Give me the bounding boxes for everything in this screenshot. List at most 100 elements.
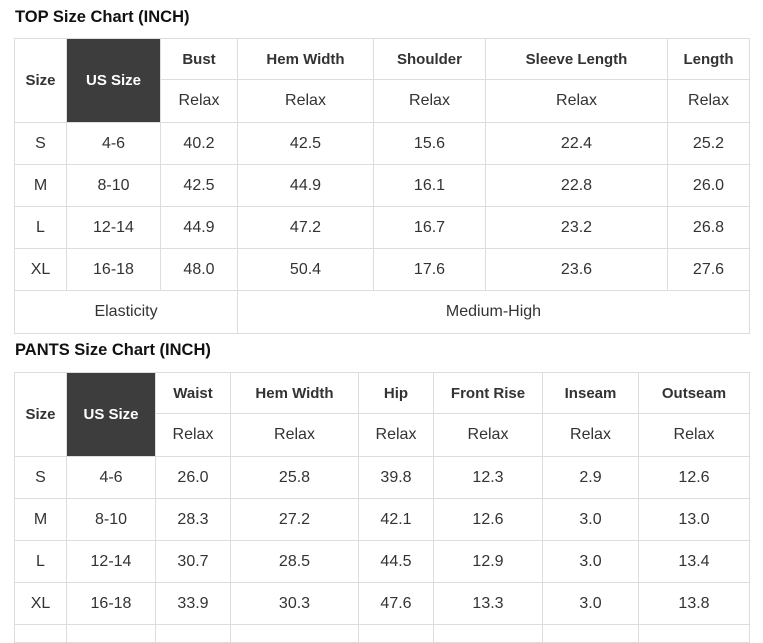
fit-type-cell: Relax xyxy=(155,413,231,457)
pants-header-row: Size US Size Waist Hem Width Hip Front R… xyxy=(14,372,750,457)
value-cell: 30.3 xyxy=(230,582,359,625)
col-header-bust: Bust xyxy=(160,38,238,80)
value-cell: 26.0 xyxy=(155,456,231,499)
elasticity-value-cell: Medium-High xyxy=(237,290,750,334)
top-size-table: Size US Size Bust Hem Width Shoulder Sle… xyxy=(14,38,750,334)
value-cell: 47.2 xyxy=(237,206,374,249)
value-cell: 13.3 xyxy=(433,582,543,625)
top-chart-title: TOP Size Chart (INCH) xyxy=(15,8,190,26)
value-cell: 22.4 xyxy=(485,122,668,165)
value-cell: 22.8 xyxy=(485,164,668,207)
value-cell: 3.0 xyxy=(542,498,639,541)
empty-cell xyxy=(14,624,67,643)
pants-row-m: M 8-10 28.3 27.2 42.1 12.6 3.0 13.0 xyxy=(14,498,750,541)
fit-type-cell: Relax xyxy=(230,413,359,457)
empty-cell xyxy=(66,624,156,643)
fit-type-cell: Relax xyxy=(237,79,374,123)
value-cell: 44.9 xyxy=(237,164,374,207)
top-row-l: L 12-14 44.9 47.2 16.7 23.2 26.8 xyxy=(14,206,750,249)
value-cell: 2.9 xyxy=(542,456,639,499)
value-cell: 33.9 xyxy=(155,582,231,625)
col-header-hem-width: Hem Width xyxy=(237,38,374,80)
value-cell: 25.8 xyxy=(230,456,359,499)
value-cell: 3.0 xyxy=(542,540,639,583)
value-cell: 13.4 xyxy=(638,540,750,583)
value-cell: 17.6 xyxy=(373,248,486,291)
us-size-col-header: US Size xyxy=(66,372,156,457)
value-cell: 50.4 xyxy=(237,248,374,291)
size-cell: S xyxy=(14,122,67,165)
value-cell: 23.6 xyxy=(485,248,668,291)
value-cell: 26.0 xyxy=(667,164,750,207)
value-cell: 39.8 xyxy=(358,456,434,499)
pants-size-table: Size US Size Waist Hem Width Hip Front R… xyxy=(14,372,750,643)
col-header-inseam: Inseam xyxy=(542,372,639,414)
value-cell: 27.2 xyxy=(230,498,359,541)
fit-type-cell: Relax xyxy=(433,413,543,457)
col-header-front-rise: Front Rise xyxy=(433,372,543,414)
value-cell: 12.3 xyxy=(433,456,543,499)
value-cell: 44.9 xyxy=(160,206,238,249)
col-header-shoulder: Shoulder xyxy=(373,38,486,80)
value-cell: 44.5 xyxy=(358,540,434,583)
fit-type-cell: Relax xyxy=(373,79,486,123)
empty-cell xyxy=(230,624,359,643)
us-size-cell: 12-14 xyxy=(66,206,161,249)
pants-clipped-row xyxy=(14,624,750,643)
pants-chart-title: PANTS Size Chart (INCH) xyxy=(15,341,211,359)
fit-type-cell: Relax xyxy=(667,79,750,123)
value-cell: 47.6 xyxy=(358,582,434,625)
top-header-row: Size US Size Bust Hem Width Shoulder Sle… xyxy=(14,38,750,123)
value-cell: 23.2 xyxy=(485,206,668,249)
size-cell: L xyxy=(14,540,67,583)
empty-cell xyxy=(155,624,231,643)
value-cell: 16.1 xyxy=(373,164,486,207)
value-cell: 27.6 xyxy=(667,248,750,291)
pants-row-xl: XL 16-18 33.9 30.3 47.6 13.3 3.0 13.8 xyxy=(14,582,750,625)
fit-type-cell: Relax xyxy=(638,413,750,457)
value-cell: 12.6 xyxy=(638,456,750,499)
top-row-m: M 8-10 42.5 44.9 16.1 22.8 26.0 xyxy=(14,164,750,207)
pants-fit-row: Relax Relax Relax Relax Relax Relax xyxy=(15,413,750,457)
size-col-header: Size xyxy=(14,372,67,457)
us-size-cell: 4-6 xyxy=(66,122,161,165)
size-cell: XL xyxy=(14,582,67,625)
us-size-cell: 8-10 xyxy=(66,164,161,207)
value-cell: 42.1 xyxy=(358,498,434,541)
value-cell: 40.2 xyxy=(160,122,238,165)
size-cell: XL xyxy=(14,248,67,291)
us-size-cell: 8-10 xyxy=(66,498,156,541)
value-cell: 28.5 xyxy=(230,540,359,583)
value-cell: 26.8 xyxy=(667,206,750,249)
size-cell: L xyxy=(14,206,67,249)
value-cell: 13.0 xyxy=(638,498,750,541)
value-cell: 28.3 xyxy=(155,498,231,541)
top-row-s: S 4-6 40.2 42.5 15.6 22.4 25.2 xyxy=(14,122,750,165)
col-header-hem-width: Hem Width xyxy=(230,372,359,414)
col-header-length: Length xyxy=(667,38,750,80)
empty-cell xyxy=(433,624,543,643)
value-cell: 30.7 xyxy=(155,540,231,583)
top-row-xl: XL 16-18 48.0 50.4 17.6 23.6 27.6 xyxy=(14,248,750,291)
us-size-cell: 16-18 xyxy=(66,248,161,291)
col-header-sleeve-length: Sleeve Length xyxy=(485,38,668,80)
elasticity-label-cell: Elasticity xyxy=(14,290,238,334)
col-header-outseam: Outseam xyxy=(638,372,750,414)
value-cell: 13.8 xyxy=(638,582,750,625)
value-cell: 3.0 xyxy=(542,582,639,625)
us-size-cell: 12-14 xyxy=(66,540,156,583)
us-size-cell: 16-18 xyxy=(66,582,156,625)
top-fit-row: Relax Relax Relax Relax Relax xyxy=(15,79,750,123)
value-cell: 16.7 xyxy=(373,206,486,249)
empty-cell xyxy=(638,624,750,643)
us-size-cell: 4-6 xyxy=(66,456,156,499)
size-cell: M xyxy=(14,498,67,541)
value-cell: 25.2 xyxy=(667,122,750,165)
top-elasticity-row: Elasticity Medium-High xyxy=(14,290,750,334)
fit-type-cell: Relax xyxy=(485,79,668,123)
col-header-waist: Waist xyxy=(155,372,231,414)
value-cell: 42.5 xyxy=(237,122,374,165)
size-col-header: Size xyxy=(14,38,67,123)
size-cell: M xyxy=(14,164,67,207)
